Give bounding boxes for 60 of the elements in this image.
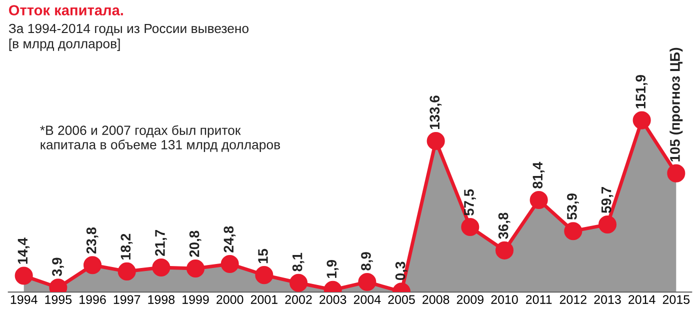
- point: [667, 164, 686, 182]
- chart-subtitle: За 1994-2014 годы из России вывезено [в млрд долларов]: [8, 24, 248, 51]
- x-tick-label: 2013: [594, 295, 621, 304]
- chart-title: Отток капитала.: [9, 5, 123, 16]
- point: [530, 190, 548, 210]
- data-label: 3,9: [52, 258, 64, 276]
- x-tick-label: 2011: [526, 295, 552, 304]
- point: [152, 258, 170, 277]
- x-tick-label: 2012: [560, 295, 586, 304]
- data-label: 1,9: [326, 260, 339, 278]
- data-label: 18,2: [120, 234, 133, 260]
- data-label: 20,8: [189, 230, 202, 257]
- point: [358, 272, 376, 291]
- x-tick-label: 2004: [354, 295, 381, 304]
- data-label: 57,5: [464, 189, 476, 216]
- data-label: 23,8: [86, 227, 98, 254]
- data-label: 151,9: [636, 74, 648, 108]
- x-tick-label: 2001: [250, 295, 278, 304]
- data-label: 133,6: [430, 96, 442, 129]
- x-tick-label: 2002: [285, 295, 312, 304]
- x-tick-label: 1996: [80, 295, 106, 304]
- data-label: 14,4: [18, 238, 30, 264]
- data-label: 0,3: [395, 262, 408, 280]
- point: [255, 266, 274, 284]
- x-tick-label: 1998: [148, 295, 175, 304]
- annotation: *В 2006 и 2007 годах был приток капитала в объеме 131 млрд долларов: [40, 125, 280, 152]
- x-tick-label: 1995: [45, 295, 72, 304]
- point: [495, 241, 514, 260]
- point: [564, 222, 582, 240]
- point: [118, 262, 136, 280]
- x-tick-label: 2014: [628, 295, 656, 304]
- x-tick-label: 2003: [320, 295, 346, 304]
- x-tick-label: 2009: [456, 295, 484, 304]
- point: [14, 266, 33, 285]
- point: [461, 218, 480, 236]
- point: [426, 132, 445, 150]
- data-label: 59,7: [601, 187, 614, 213]
- point: [598, 216, 617, 234]
- x-tick-label: 2008: [422, 295, 450, 304]
- data-label: 15: [258, 248, 268, 264]
- data-label: 81,4: [532, 162, 545, 188]
- data-label: 53,9: [567, 193, 579, 220]
- point: [289, 274, 308, 292]
- data-label: 36,8: [498, 212, 510, 239]
- x-tick-label: 2000: [216, 295, 244, 304]
- data-label: 105 (прогноз ЦБ): [670, 48, 683, 162]
- x-tick-label: 1997: [114, 295, 140, 304]
- data-label: 8,9: [361, 252, 373, 270]
- x-tick-label: 2015: [662, 295, 690, 304]
- point: [186, 259, 205, 278]
- x-tick-label: 2005: [388, 295, 415, 304]
- data-label: 21,7: [155, 230, 167, 256]
- point: [83, 256, 102, 274]
- point: [632, 111, 651, 130]
- x-tick-label: 1999: [182, 295, 209, 304]
- data-label: 8,1: [292, 252, 304, 272]
- x-tick-label: 1994: [10, 295, 38, 304]
- point: [220, 254, 239, 274]
- data-label: 24,8: [224, 226, 236, 252]
- x-tick-label: 2010: [491, 295, 518, 304]
